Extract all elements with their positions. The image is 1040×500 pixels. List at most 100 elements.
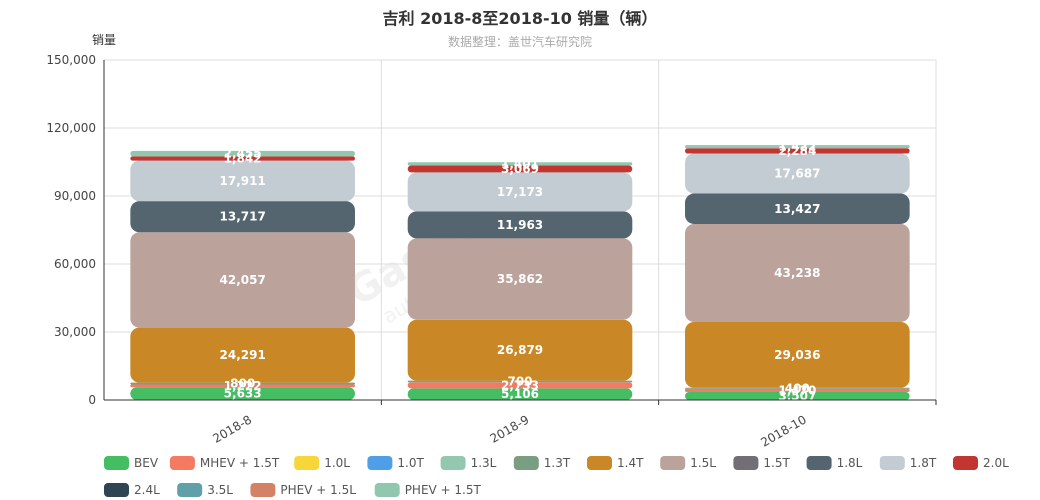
bar-segment — [407, 238, 633, 320]
data-label: 26,879 — [497, 343, 543, 357]
legend-swatch — [953, 456, 978, 470]
bar-segment — [407, 319, 633, 381]
bar-segment — [685, 153, 910, 194]
legend-swatch — [367, 456, 393, 470]
y-tick-label: 60,000 — [54, 257, 96, 271]
legend-label: 1.0L — [324, 456, 350, 470]
bar-segment — [685, 392, 910, 400]
legend-swatch — [169, 456, 195, 470]
legend-label: PHEV + 1.5T — [405, 483, 482, 497]
bar-segment — [130, 384, 355, 388]
legend-item[interactable]: 2.4L — [104, 483, 160, 497]
legend-item[interactable]: PHEV + 1.5L — [250, 483, 356, 497]
data-label: 11,963 — [497, 218, 543, 232]
chart-title: 吉利 2018-8至2018-10 销量（辆） — [383, 9, 658, 28]
legend-item[interactable]: 1.4T — [587, 456, 644, 470]
data-label: 800 — [230, 377, 255, 391]
chart-subtitle: 数据整理：盖世汽车研究院 — [448, 34, 592, 49]
data-label: 400 — [785, 381, 810, 395]
y-tick-label: 0 — [88, 393, 96, 407]
legend-item[interactable]: 1.0T — [367, 456, 424, 470]
bar-segment — [130, 150, 355, 157]
legend-item[interactable]: BEV — [104, 456, 159, 470]
bar-segment — [685, 148, 910, 154]
data-label: 24,291 — [220, 348, 266, 362]
bar-segment — [407, 211, 633, 239]
data-label: 1,222 — [224, 379, 262, 393]
bar-segment — [407, 380, 633, 383]
legend-label: 1.0T — [397, 456, 424, 470]
legend-item[interactable]: 1.3L — [440, 456, 497, 470]
legend-item[interactable]: 3.5L — [177, 483, 233, 497]
data-label: 3,069 — [501, 162, 539, 176]
bar-segment — [130, 160, 355, 202]
bar-segment — [407, 382, 633, 389]
data-label: 13,427 — [774, 202, 820, 216]
legend-swatch — [733, 456, 759, 470]
bar-segment — [407, 162, 633, 166]
legend-label: 2.0L — [983, 456, 1009, 470]
legend-item[interactable]: 1.5L — [660, 456, 716, 470]
legend-swatch — [104, 456, 129, 470]
legend-item[interactable]: 1.8L — [806, 456, 863, 470]
legend-label: 1.8L — [837, 456, 863, 470]
bar-segment — [130, 232, 355, 328]
bar-segment — [407, 388, 633, 400]
data-label: 13,717 — [220, 210, 266, 224]
data-label: 2,733 — [501, 378, 539, 392]
y-tick-label: 150,000 — [46, 53, 96, 67]
legend-label: MHEV + 1.5T — [200, 456, 280, 470]
legend-swatch — [513, 456, 539, 470]
legend-label: 3.5L — [207, 483, 233, 497]
legend-swatch — [374, 483, 400, 497]
data-label: 43,238 — [774, 266, 820, 280]
legend-item[interactable]: 1.8T — [879, 456, 937, 470]
bar-segment — [130, 382, 355, 385]
bar-segment — [407, 172, 633, 212]
legend-swatch — [879, 456, 905, 470]
data-label: 17,173 — [497, 185, 543, 199]
legend-item[interactable]: 1.0L — [294, 456, 350, 470]
x-tick-label: 2018-8 — [210, 412, 254, 445]
legend-item[interactable]: 1.3T — [513, 456, 571, 470]
data-label: 2,284 — [778, 144, 816, 158]
bar-segment — [130, 327, 355, 383]
legend-swatch — [587, 456, 612, 470]
legend-swatch — [440, 456, 466, 470]
data-label: 5,633 — [224, 387, 262, 401]
data-label: 700 — [507, 374, 532, 388]
data-label: 35,862 — [497, 272, 543, 286]
legend: BEV MHEV + 1.5T 1.0L 1.0T 1.3L 1.3T 1.4T 1.5L 1.… — [104, 456, 1009, 497]
data-label: 17,687 — [774, 167, 820, 181]
legend-item[interactable]: 1.5T — [733, 456, 790, 470]
data-label: 1,401 — [501, 157, 539, 171]
bar-segment — [407, 165, 633, 173]
data-label: 42,057 — [220, 273, 266, 287]
legend-label: 1.3T — [544, 456, 571, 470]
legend-label: PHEV + 1.5L — [280, 483, 356, 497]
bar-segment — [685, 387, 910, 389]
legend-label: 1.3L — [471, 456, 497, 470]
bar-segment — [685, 388, 910, 393]
legend-label: BEV — [134, 456, 159, 470]
legend-item[interactable]: 2.0L — [953, 456, 1009, 470]
data-label: 2,455 — [224, 147, 262, 161]
legend-item[interactable]: MHEV + 1.5T — [169, 456, 280, 470]
x-tick-label: 2018-10 — [758, 412, 808, 449]
data-label: 1,422 — [778, 140, 816, 154]
legend-label: 1.8T — [910, 456, 937, 470]
legend-item[interactable]: PHEV + 1.5T — [374, 483, 482, 497]
y-axis-label: 销量 — [92, 33, 116, 47]
data-label: 5,106 — [501, 387, 539, 401]
bar-segment — [685, 223, 910, 322]
legend-label: 1.5T — [763, 456, 790, 470]
y-tick-label: 90,000 — [54, 189, 96, 203]
y-tick-label: 30,000 — [54, 325, 96, 339]
data-label: 29,036 — [774, 348, 820, 362]
x-tick-label: 2018-9 — [488, 412, 532, 445]
legend-swatch — [104, 483, 129, 497]
legend-swatch — [806, 456, 832, 470]
